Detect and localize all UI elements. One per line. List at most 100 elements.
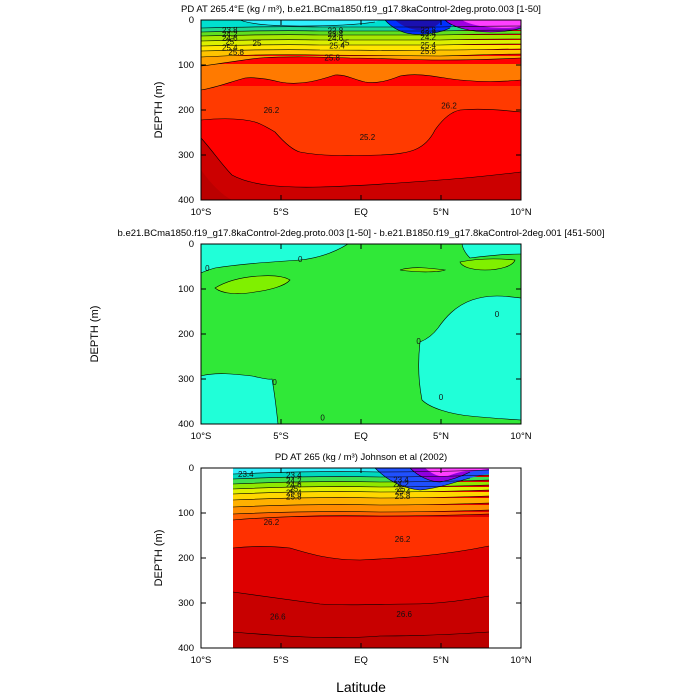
- y-ticks-1: 0 100 200 300 400: [178, 15, 194, 206]
- y-tick-label: 300: [178, 374, 194, 385]
- panel-2-title: b.e21.BCma1850.f19_g17.8kaControl-2deg.p…: [118, 228, 605, 239]
- contour-label: 26.2: [264, 518, 280, 527]
- panel-1-title: PD AT 265.4°E (kg / m³), b.e21.BCma1850.…: [181, 4, 541, 15]
- axes-1: DEPTH (m) 0 100 200 300 400 10°S 5°S EQ …: [153, 15, 532, 218]
- contour-label: 25.8: [395, 492, 411, 501]
- contour-label: 24.2: [286, 477, 302, 486]
- contour-label: 26.2: [395, 535, 411, 544]
- x-tick-label: 5°N: [433, 431, 449, 442]
- contour-label: 26.6: [396, 610, 412, 619]
- y-tick-label: 100: [178, 284, 194, 295]
- y-tick-label: 0: [189, 15, 194, 26]
- y-tick-label: 200: [178, 329, 194, 340]
- contour-label: 23.4: [238, 470, 254, 479]
- panel-2: b.e21.BCma1850.f19_g17.8kaControl-2deg.p…: [118, 228, 605, 425]
- y-tick-label: 300: [178, 598, 194, 609]
- x-tick-label: 10°N: [510, 655, 531, 666]
- axes-3: DEPTH (m) 0 100 200 300 400 10°S 5°S EQ …: [153, 463, 532, 666]
- x-ticks-1: 10°S 5°S EQ 5°N 10°N: [191, 207, 532, 218]
- contour-label: 0: [298, 255, 303, 264]
- y-ticks-2: 0 100 200 300 400: [178, 239, 194, 430]
- contour-label: 26.2: [441, 102, 457, 111]
- contour-label: 25.8: [420, 47, 436, 56]
- x-ticks-3: 10°S 5°S EQ 5°N 10°N: [191, 655, 532, 666]
- contour-label: 23.4: [286, 471, 302, 480]
- contour-label: 25.8: [286, 492, 302, 501]
- contour-label: 26.6: [270, 613, 286, 622]
- x-tick-label: 5°N: [433, 207, 449, 218]
- y-tick-label: 100: [178, 60, 194, 71]
- contour-label: 25.4: [420, 41, 436, 50]
- contour-label: 0: [416, 337, 421, 346]
- x-tick-label: EQ: [354, 431, 368, 442]
- x-tick-label: 5°N: [433, 655, 449, 666]
- y-tick-label: 400: [178, 419, 194, 430]
- panel-2-fill: [201, 244, 521, 424]
- contour-label: 25.8: [324, 53, 340, 62]
- contour-label: 23.4: [328, 30, 344, 39]
- panel-3-fill: [232, 468, 490, 648]
- panel-3: PD AT 265 (kg / m³) Johnson et al (2002): [200, 452, 522, 649]
- contour-label: 25: [341, 39, 350, 48]
- contour-label: 22.8: [420, 26, 436, 35]
- contour-label: 25.4: [286, 488, 302, 497]
- contour-label: 24.2: [393, 480, 409, 489]
- x-tick-label: 10°S: [191, 207, 212, 218]
- panel-1-fill: [201, 20, 521, 200]
- x-tick-label: 5°S: [273, 431, 288, 442]
- contour-label: 25.4: [329, 42, 345, 51]
- panel-3-contour-labels: 23.4 23.424.224.62525.425.823.424.22525.4…: [238, 470, 413, 622]
- y-tick-label: 200: [178, 553, 194, 564]
- x-tick-label: 5°S: [273, 655, 288, 666]
- contour-label: 24.2: [420, 33, 436, 42]
- contour-label: 26.2: [264, 106, 280, 115]
- contour-label: 23.4: [393, 475, 409, 484]
- x-axis-label: Latitude: [336, 679, 386, 695]
- panel-2-contour-labels: 0 0 0 0 0 0 0: [205, 255, 500, 422]
- contour-label: 0: [205, 264, 210, 273]
- contour-label: 25.4: [222, 44, 238, 53]
- contour-label: 0: [439, 393, 444, 402]
- x-ticks-2: 10°S 5°S EQ 5°N 10°N: [191, 431, 532, 442]
- panel-1: PD AT 265.4°E (kg / m³), b.e21.BCma1850.…: [181, 4, 541, 201]
- contour-label: 25.2: [360, 133, 376, 142]
- y-tick-label: 0: [189, 239, 194, 250]
- panel-3-title: PD AT 265 (kg / m³) Johnson et al (2002): [275, 452, 447, 463]
- x-tick-label: EQ: [354, 207, 368, 218]
- y-axis-label-3: DEPTH (m): [153, 530, 165, 587]
- x-tick-label: EQ: [354, 655, 368, 666]
- contour-label: 24.6: [222, 34, 238, 43]
- y-tick-label: 400: [178, 195, 194, 206]
- y-tick-label: 300: [178, 150, 194, 161]
- y-tick-label: 400: [178, 643, 194, 654]
- contour-label: 25: [289, 484, 298, 493]
- y-axis-label-2: DEPTH (m): [89, 306, 101, 363]
- x-tick-label: 5°S: [273, 207, 288, 218]
- x-tick-label: 10°S: [191, 431, 212, 442]
- x-tick-label: 10°N: [510, 431, 531, 442]
- tick-marks: [200, 19, 522, 649]
- contour-label: 25: [253, 39, 262, 48]
- contour-label: 24.6: [328, 34, 344, 43]
- contour-label: 0: [272, 378, 277, 387]
- y-tick-label: 200: [178, 105, 194, 116]
- contour-label: 25: [397, 484, 406, 493]
- y-ticks-3: 0 100 200 300 400: [178, 463, 194, 654]
- contour-label: 25.8: [228, 48, 244, 57]
- contour-label: 24.6: [286, 481, 302, 490]
- contour-label: 0: [495, 310, 500, 319]
- contour-label: 25: [225, 38, 234, 47]
- y-tick-label: 100: [178, 508, 194, 519]
- axes-2: DEPTH (m) 0 100 200 300 400 10°S 5°S EQ …: [89, 239, 532, 442]
- contour-label: 23.8: [222, 26, 238, 35]
- contour-label: 22.8: [328, 26, 344, 35]
- x-tick-label: 10°S: [191, 655, 212, 666]
- y-tick-label: 0: [189, 463, 194, 474]
- contour-label: 24.2: [222, 30, 238, 39]
- x-tick-label: 10°N: [510, 207, 531, 218]
- contour-label: 0: [320, 413, 325, 422]
- y-axis-label-1: DEPTH (m): [153, 82, 165, 139]
- contour-label: 23.4: [420, 29, 436, 38]
